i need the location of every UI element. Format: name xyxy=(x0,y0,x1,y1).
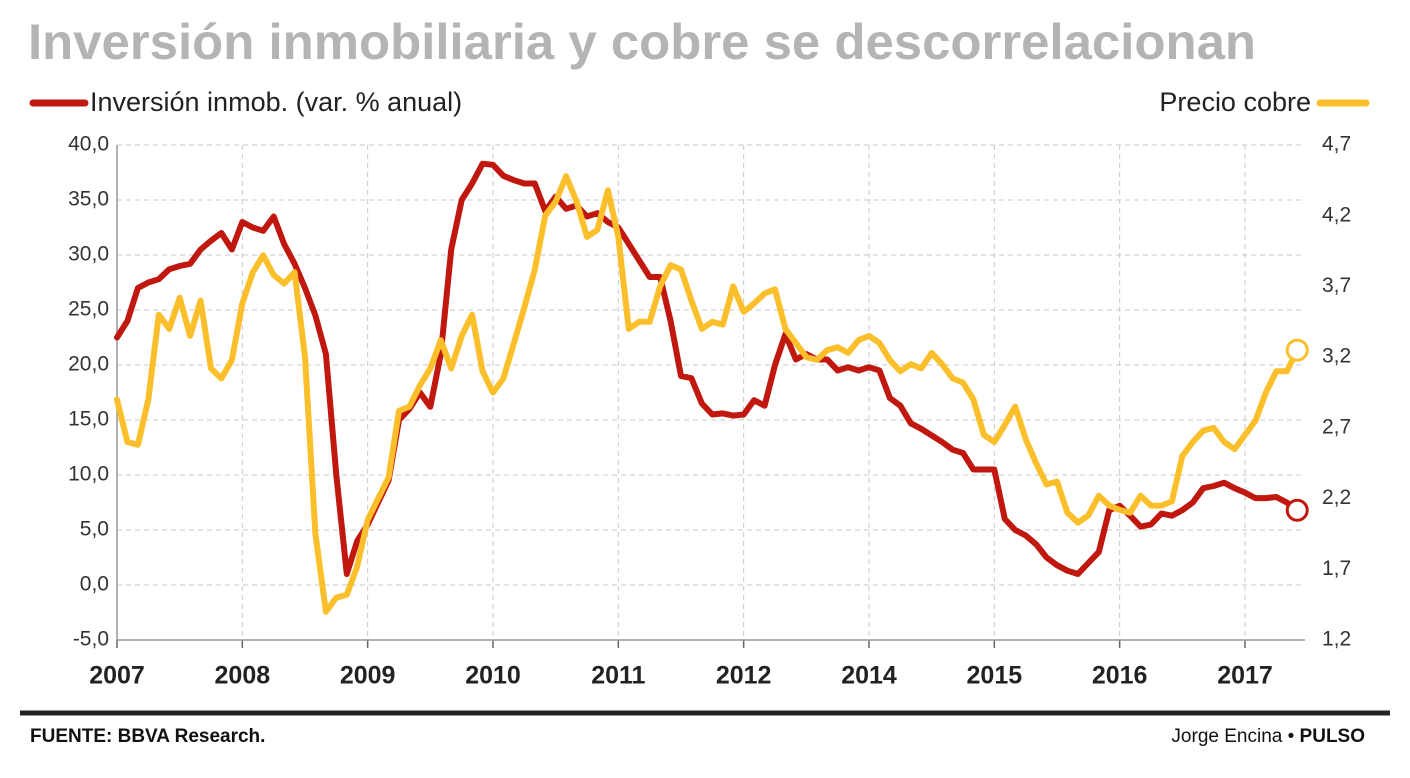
source: FUENTE: BBVA Research. xyxy=(30,726,265,747)
y2-tick-label: 1,2 xyxy=(1322,628,1351,651)
y-tick-label: 35,0 xyxy=(68,188,109,211)
x-tick-label: 2009 xyxy=(340,662,396,690)
y-tick-label: 25,0 xyxy=(68,298,109,321)
separator: • xyxy=(1282,726,1299,747)
y2-tick-label: 2,2 xyxy=(1322,486,1351,509)
y2-tick-label: 4,7 xyxy=(1322,133,1351,156)
publication: PULSO xyxy=(1300,726,1365,747)
x-tick-label: 2017 xyxy=(1217,662,1273,690)
y-tick-label: -5,0 xyxy=(73,628,109,651)
x-tick-label: 2016 xyxy=(1092,662,1148,690)
y-tick-label: 10,0 xyxy=(68,463,109,486)
legend-label: Precio cobre xyxy=(1159,87,1311,117)
y2-tick-label: 4,2 xyxy=(1322,203,1351,226)
chart-title: Inversión inmobiliaria y cobre se descor… xyxy=(28,14,1256,70)
x-tick-label: 2007 xyxy=(89,662,145,690)
end-point xyxy=(1285,338,1309,362)
y-tick-label: 40,0 xyxy=(68,133,109,156)
y2-tick-label: 3,2 xyxy=(1322,345,1351,368)
y-tick-label: 15,0 xyxy=(68,408,109,431)
y-tick-label: 20,0 xyxy=(68,353,109,376)
end-point xyxy=(1285,498,1309,522)
y2-tick-label: 3,7 xyxy=(1322,274,1351,297)
x-tick-label: 2008 xyxy=(215,662,271,690)
y-tick-label: 30,0 xyxy=(68,243,109,266)
y-tick-label: 0,0 xyxy=(80,573,109,596)
series-line xyxy=(114,173,1301,615)
y-tick-label: 5,0 xyxy=(80,518,109,541)
credit: Jorge Encina • PULSO xyxy=(1171,726,1365,747)
x-tick-label: 2011 xyxy=(591,662,645,690)
x-tick-label: 2015 xyxy=(967,662,1023,690)
x-tick-label: 2014 xyxy=(841,662,897,690)
legend-label: Inversión inmob. (var. % anual) xyxy=(90,87,462,117)
y2-tick-label: 2,7 xyxy=(1322,415,1351,438)
series-line xyxy=(114,160,1301,577)
x-tick-label: 2012 xyxy=(716,662,772,690)
y2-tick-label: 1,7 xyxy=(1322,557,1351,580)
author: Jorge Encina xyxy=(1171,726,1282,747)
x-tick-label: 2010 xyxy=(465,662,521,690)
